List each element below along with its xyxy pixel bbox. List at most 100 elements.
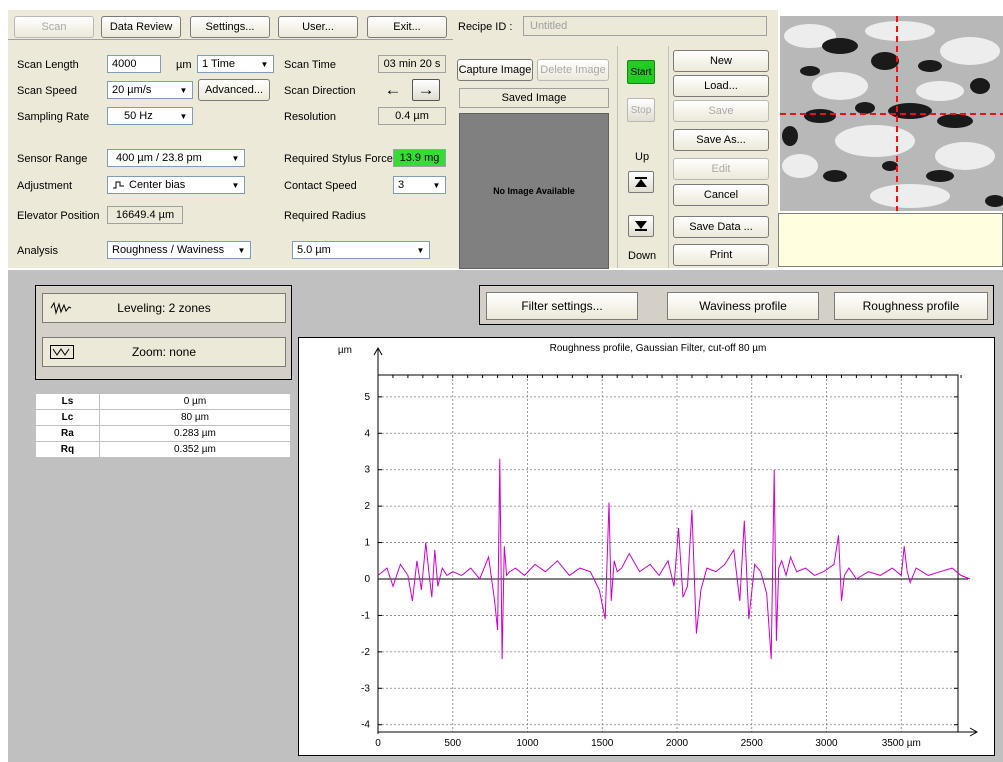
- y-tick-label: 2: [364, 501, 370, 512]
- resolution-label: Resolution: [284, 111, 336, 123]
- x-axis-arrow: [969, 727, 979, 737]
- elevator-position-label: Elevator Position: [17, 210, 100, 222]
- sampling-rate-select[interactable]: 50 Hz ▼: [107, 107, 193, 125]
- result-value: 80 µm: [98, 409, 292, 426]
- scan-time-label: Scan Time: [284, 59, 336, 71]
- x-tick-label: 3000: [815, 738, 838, 749]
- sensor-range-label: Sensor Range: [17, 153, 88, 165]
- sensor-range-select[interactable]: 400 µm / 23.8 pm ▼: [107, 149, 245, 167]
- scan-speed-label: Scan Speed: [17, 85, 77, 97]
- chevron-down-icon[interactable]: ▼: [177, 110, 190, 122]
- chart-title: Roughness profile, Gaussian Filter, cut-…: [550, 343, 767, 354]
- y-tick-label: -2: [361, 647, 370, 658]
- advanced-button[interactable]: Advanced...: [198, 79, 270, 101]
- stop-button[interactable]: Stop: [627, 98, 655, 122]
- chevron-down-icon[interactable]: ▼: [177, 84, 190, 96]
- arrow-right-icon[interactable]: →: [412, 79, 440, 101]
- save-button[interactable]: Save: [673, 100, 769, 122]
- capture-image-button[interactable]: Capture Image: [457, 59, 533, 81]
- radius-value: 5.0 µm: [297, 244, 331, 256]
- zoom-button[interactable]: Zoom: none: [42, 337, 286, 367]
- arrow-left-icon[interactable]: ←: [384, 80, 402, 99]
- adjustment-select[interactable]: Center bias ▼: [107, 176, 245, 194]
- x-tick-label: 3500 µm: [882, 738, 921, 749]
- top-panel-divider: [8, 39, 453, 40]
- analysis-label: Analysis: [17, 245, 58, 257]
- leveling-label: Leveling: 2 zones: [117, 301, 211, 315]
- repeat-select[interactable]: 1 Time ▼: [197, 55, 274, 73]
- chevron-down-icon[interactable]: ▼: [258, 58, 271, 70]
- chevron-down-icon[interactable]: ▼: [229, 179, 242, 191]
- y-tick-label: 3: [364, 465, 370, 476]
- chevron-down-icon[interactable]: ▼: [235, 244, 248, 256]
- y-tick-label: -3: [361, 683, 370, 694]
- x-tick-label: 2500: [741, 738, 764, 749]
- data-review-button[interactable]: Data Review: [101, 16, 181, 38]
- repeat-value: 1 Time: [202, 58, 236, 70]
- radius-select[interactable]: 5.0 µm ▼: [292, 241, 430, 259]
- scan-direction-label: Scan Direction: [284, 85, 356, 97]
- arrow-up-icon: [635, 177, 647, 187]
- chevron-down-icon[interactable]: ▼: [229, 152, 242, 164]
- settings-button[interactable]: Settings...: [190, 16, 270, 38]
- scan-length-unit: µm: [176, 59, 192, 71]
- analysis-select[interactable]: Roughness / Waviness ▼: [107, 241, 251, 259]
- edit-button[interactable]: Edit: [673, 158, 769, 180]
- new-button[interactable]: New: [673, 50, 769, 72]
- scan-speed-select[interactable]: 20 µm/s ▼: [107, 81, 193, 99]
- zoom-icon: [50, 345, 74, 359]
- result-label: Ls: [35, 393, 100, 410]
- up-label: Up: [635, 151, 650, 163]
- no-image-text: No Image Available: [493, 186, 575, 196]
- result-value: 0.352 µm: [98, 441, 292, 458]
- recipe-id-field[interactable]: Untitled: [523, 16, 767, 36]
- center-bias-icon: [113, 181, 124, 189]
- elevator-down-button[interactable]: [628, 215, 654, 237]
- exit-button[interactable]: Exit...: [367, 16, 447, 38]
- start-button[interactable]: Start: [627, 60, 655, 84]
- x-tick-label: 1500: [591, 738, 614, 749]
- required-radius-label: Required Radius: [284, 210, 366, 222]
- sampling-rate-value: 50 Hz: [124, 110, 153, 122]
- x-tick-label: 1000: [516, 738, 539, 749]
- delete-image-button[interactable]: Delete Image: [537, 59, 609, 81]
- contact-speed-select[interactable]: 3 ▼: [393, 176, 446, 194]
- analysis-value: Roughness / Waviness: [112, 244, 225, 256]
- user-button[interactable]: User...: [278, 16, 358, 38]
- camera-image: [780, 16, 1003, 211]
- down-label: Down: [628, 250, 657, 262]
- table-row: Lc 80 µm: [35, 409, 292, 426]
- y-tick-label: 0: [364, 574, 370, 585]
- cancel-button[interactable]: Cancel: [673, 184, 769, 206]
- adjustment-value: Center bias: [129, 179, 186, 191]
- sampling-rate-label: Sampling Rate: [17, 111, 90, 123]
- scan-time-field: 03 min 20 s: [378, 55, 446, 73]
- load-button[interactable]: Load...: [673, 75, 769, 97]
- scan-length-input[interactable]: 4000: [107, 55, 161, 73]
- result-value: 0.283 µm: [98, 425, 292, 442]
- elevator-position-field: 16649.4 µm: [107, 206, 183, 224]
- y-axis-label: µm: [338, 345, 352, 356]
- roughness-profile-button[interactable]: Roughness profile: [834, 292, 988, 320]
- chevron-down-icon[interactable]: ▼: [414, 244, 427, 256]
- note-box: [778, 213, 1003, 267]
- y-tick-label: -4: [361, 720, 370, 731]
- save-data-button[interactable]: Save Data ...: [673, 216, 769, 238]
- recipe-id-label: Recipe ID :: [458, 21, 513, 33]
- y-tick-label: 1: [364, 538, 370, 549]
- contact-speed-value: 3: [398, 179, 405, 191]
- leveling-button[interactable]: Leveling: 2 zones: [42, 293, 286, 323]
- elevator-up-button[interactable]: [628, 171, 654, 193]
- roughness-chart: Roughness profile, Gaussian Filter, cut-…: [298, 337, 995, 756]
- x-tick-label: 500: [444, 738, 461, 749]
- leveling-icon: [50, 301, 72, 315]
- stylus-force-label: Required Stylus Force: [284, 153, 393, 165]
- scan-button[interactable]: Scan: [14, 16, 94, 38]
- sensor-range-value: 400 µm / 23.8 pm: [116, 152, 202, 164]
- result-label: Rq: [35, 441, 100, 458]
- filter-settings-button[interactable]: Filter settings...: [486, 292, 638, 320]
- save-as-button[interactable]: Save As...: [673, 129, 769, 151]
- waviness-profile-button[interactable]: Waviness profile: [667, 292, 819, 320]
- print-button[interactable]: Print: [673, 244, 769, 266]
- chevron-down-icon[interactable]: ▼: [430, 179, 443, 191]
